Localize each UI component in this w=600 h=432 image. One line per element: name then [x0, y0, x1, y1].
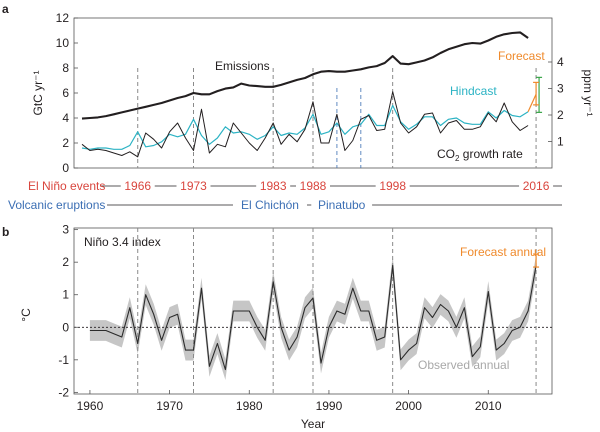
el-nino-events-label: El Niño events: [28, 179, 105, 193]
panel-a-ylabel-right: ppm yr⁻¹: [581, 69, 595, 116]
co2-growth-rate-line: [81, 91, 529, 158]
volcanic-eruptions-label: Volcanic eruptions: [8, 198, 105, 212]
b-y-tick-label-3: 3: [62, 223, 69, 237]
b-y-tick-label--1: -1: [58, 353, 69, 367]
co2-growth-suffix: growth rate: [459, 147, 523, 161]
panel-a-y-axis: 0 2 4 6 8 10 12: [56, 11, 78, 175]
x-tick-label-1960: 1960: [77, 399, 104, 413]
el-nino-year-bg-1973: [176, 179, 211, 193]
volcanic-name-bg-1: [311, 198, 373, 212]
right-tick-label-2: 2: [557, 108, 564, 122]
x-tick-label-1980: 1980: [236, 399, 263, 413]
panel-b-x-axis: 1960 1970 1980 1990 2000 2010: [77, 390, 502, 413]
hindcast-label: Hindcast: [450, 84, 497, 98]
el-nino-year-1998: 1998: [379, 179, 406, 193]
forecast-connector-line: [527, 94, 537, 112]
y-tick-label-8: 8: [62, 61, 69, 75]
el-nino-year-1983: 1983: [260, 179, 287, 193]
right-tick-label-3: 3: [557, 82, 564, 96]
panel-b-series: [89, 264, 537, 371]
observed-annual-line: [89, 264, 537, 371]
panel-b-title: Niño 3.4 index: [84, 235, 161, 249]
co2-growth-prefix: CO: [437, 147, 455, 161]
el-nino-year-1966: 1966: [124, 179, 151, 193]
el-nino-year-bg-1966: [120, 179, 155, 193]
panel-b-xlabel: Year: [301, 417, 325, 431]
panel-a-event-markers: [137, 68, 537, 168]
panel-a-series: [81, 31, 529, 158]
el-nino-year-bg-2016: [519, 179, 554, 193]
observed-annual-label: Observed annual: [418, 358, 509, 372]
x-tick-label-2010: 2010: [475, 399, 502, 413]
event-rows: El Niño events Volcanic eruptions 1966 19…: [8, 179, 562, 212]
el-nino-year-bg-1988: [296, 179, 330, 193]
panel-a-forecast-2016: [527, 76, 543, 113]
forecast-label: Forecast: [498, 49, 545, 63]
panel-b-forecast-2016: [533, 253, 540, 268]
observed-uncertainty-band: [89, 255, 537, 380]
emissions-line: [81, 31, 529, 120]
panel-b-y-axis: -2 -1 0 1 2 3: [58, 223, 78, 399]
panel-b-ylabel: °C: [19, 308, 33, 322]
panel-b-uncertainty-band: [89, 255, 537, 380]
volcanic-name-0: El Chichón: [241, 198, 299, 212]
y-tick-label-6: 6: [62, 86, 69, 100]
el-nino-year-1973: 1973: [180, 179, 207, 193]
b-y-tick-label--2: -2: [58, 385, 69, 399]
forecast-annual-label: Forecast annual: [460, 245, 546, 259]
x-tick-label-2000: 2000: [395, 399, 422, 413]
volcanic-name-labels: El Chichón Pinatubo: [232, 198, 373, 212]
panel-b: -2 -1 0 1 2 3 1960 1970 1980 1990 2000 2010 Niño 3…: [19, 223, 553, 431]
y-tick-label-4: 4: [62, 111, 69, 125]
y-tick-label-0: 0: [62, 161, 69, 175]
el-nino-year-1988: 1988: [300, 179, 327, 193]
b-y-tick-label-0: 0: [62, 320, 69, 334]
el-nino-year-bg-1998: [375, 179, 410, 193]
el-nino-year-bg-1983: [256, 179, 291, 193]
el-nino-year-2016: 2016: [523, 179, 550, 193]
volcanic-name-1: Pinatubo: [318, 198, 366, 212]
panel-a-right-axis: 1 2 3 4: [548, 55, 564, 149]
right-tick-label-1: 1: [557, 135, 564, 149]
y-tick-label-10: 10: [56, 36, 70, 50]
emissions-label: Emissions: [215, 59, 270, 73]
x-tick-label-1990: 1990: [316, 399, 343, 413]
el-nino-year-labels: 1966 1973 1983 1988 1998 2016: [120, 179, 554, 193]
y-tick-label-2: 2: [62, 136, 69, 150]
y-tick-label-12: 12: [56, 11, 70, 25]
right-tick-label-4: 4: [557, 55, 564, 69]
co2-growth-subscript: 2: [455, 154, 460, 163]
co2-growth-rate-label: CO2 growth rate: [437, 147, 523, 163]
panel-a-ylabel: GtC yr⁻¹: [31, 71, 45, 116]
panel-label-a: a: [2, 2, 9, 16]
b-y-tick-label-2: 2: [62, 255, 69, 269]
volcanic-name-bg-0: [232, 198, 307, 212]
x-tick-label-1970: 1970: [156, 399, 183, 413]
b-y-tick-label-1: 1: [62, 288, 69, 302]
panel-label-b: b: [2, 225, 9, 239]
